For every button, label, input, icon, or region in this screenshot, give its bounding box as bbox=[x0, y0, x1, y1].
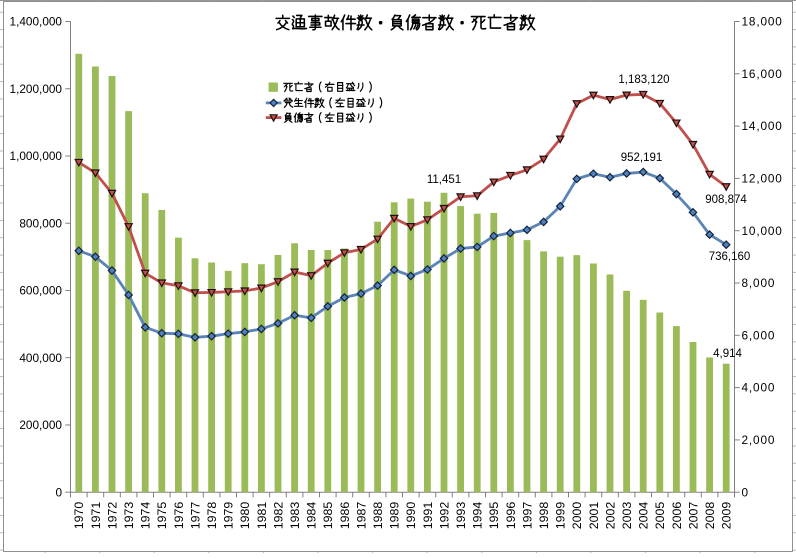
svg-text:0: 0 bbox=[55, 485, 62, 499]
svg-text:1995: 1995 bbox=[487, 502, 501, 530]
svg-text:2005: 2005 bbox=[653, 502, 667, 530]
svg-text:1991: 1991 bbox=[421, 502, 435, 530]
svg-text:4,000: 4,000 bbox=[742, 381, 776, 395]
svg-text:1992: 1992 bbox=[437, 502, 451, 530]
svg-text:2008: 2008 bbox=[703, 502, 717, 530]
svg-text:1979: 1979 bbox=[222, 502, 236, 530]
svg-text:2009: 2009 bbox=[720, 502, 734, 530]
svg-text:1976: 1976 bbox=[172, 502, 186, 530]
svg-text:10,000: 10,000 bbox=[742, 224, 783, 238]
svg-text:952,191: 952,191 bbox=[621, 152, 663, 164]
svg-text:16,000: 16,000 bbox=[742, 67, 783, 81]
svg-text:1970: 1970 bbox=[72, 502, 86, 530]
svg-text:11,451: 11,451 bbox=[427, 174, 461, 186]
svg-text:1998: 1998 bbox=[537, 502, 551, 530]
svg-text:1988: 1988 bbox=[371, 502, 385, 530]
svg-text:1989: 1989 bbox=[388, 502, 402, 530]
svg-text:200,000: 200,000 bbox=[19, 418, 62, 432]
svg-text:1978: 1978 bbox=[205, 502, 219, 530]
svg-text:2002: 2002 bbox=[603, 502, 617, 530]
svg-text:6,000: 6,000 bbox=[742, 328, 776, 342]
svg-text:2000: 2000 bbox=[570, 502, 584, 530]
svg-text:1972: 1972 bbox=[105, 502, 119, 530]
svg-text:2001: 2001 bbox=[587, 502, 601, 530]
svg-text:2006: 2006 bbox=[670, 502, 684, 530]
svg-text:1980: 1980 bbox=[238, 502, 252, 530]
svg-text:1985: 1985 bbox=[321, 502, 335, 530]
svg-text:1975: 1975 bbox=[155, 502, 169, 530]
svg-text:1990: 1990 bbox=[404, 502, 418, 530]
svg-text:2004: 2004 bbox=[637, 502, 651, 530]
svg-text:736,160: 736,160 bbox=[709, 251, 751, 263]
svg-text:2003: 2003 bbox=[620, 502, 634, 530]
svg-text:0: 0 bbox=[742, 485, 749, 499]
svg-text:1,000,000: 1,000,000 bbox=[10, 149, 63, 163]
svg-text:1,183,120: 1,183,120 bbox=[618, 74, 669, 86]
svg-text:4,914: 4,914 bbox=[713, 348, 742, 360]
svg-text:2,000: 2,000 bbox=[742, 433, 776, 447]
svg-text:1987: 1987 bbox=[354, 502, 368, 530]
svg-text:1981: 1981 bbox=[255, 502, 269, 530]
svg-text:1,400,000: 1,400,000 bbox=[10, 15, 63, 29]
svg-text:1993: 1993 bbox=[454, 502, 468, 530]
svg-text:800,000: 800,000 bbox=[19, 216, 62, 230]
svg-text:1,200,000: 1,200,000 bbox=[10, 82, 63, 96]
svg-text:1999: 1999 bbox=[554, 502, 568, 530]
svg-text:1994: 1994 bbox=[471, 502, 485, 530]
svg-text:1983: 1983 bbox=[288, 502, 302, 530]
svg-text:2007: 2007 bbox=[686, 502, 700, 530]
svg-text:1977: 1977 bbox=[188, 502, 202, 530]
svg-text:1974: 1974 bbox=[139, 502, 153, 530]
svg-text:400,000: 400,000 bbox=[19, 351, 62, 365]
svg-text:600,000: 600,000 bbox=[19, 284, 62, 298]
svg-text:1971: 1971 bbox=[89, 502, 103, 530]
svg-text:1986: 1986 bbox=[338, 502, 352, 530]
svg-text:8,000: 8,000 bbox=[742, 276, 776, 290]
svg-text:908,874: 908,874 bbox=[705, 194, 747, 206]
svg-text:1996: 1996 bbox=[504, 502, 518, 530]
svg-text:1982: 1982 bbox=[271, 502, 285, 530]
svg-text:18,000: 18,000 bbox=[742, 15, 783, 29]
svg-text:12,000: 12,000 bbox=[742, 172, 783, 186]
svg-text:1973: 1973 bbox=[122, 502, 136, 530]
svg-text:1997: 1997 bbox=[520, 502, 534, 530]
svg-text:1984: 1984 bbox=[305, 502, 319, 530]
svg-text:14,000: 14,000 bbox=[742, 119, 783, 133]
